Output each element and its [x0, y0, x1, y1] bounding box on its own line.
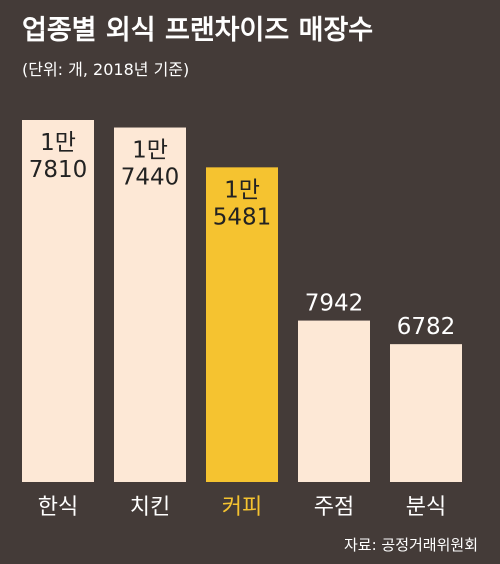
category-label-한식: 한식	[38, 495, 78, 520]
value-label-커피: 1만	[224, 177, 260, 203]
value-label-치킨: 7440	[121, 165, 180, 191]
bar-분식	[390, 344, 462, 482]
bar-한식	[22, 120, 94, 482]
value-label-커피: 5481	[213, 204, 272, 230]
bar-치킨	[114, 127, 186, 482]
value-label-한식: 7810	[29, 157, 88, 183]
bar-커피	[206, 167, 278, 483]
chart-subtitle: (단위: 개, 2018년 기준)	[22, 60, 190, 79]
value-label-한식: 1만	[40, 130, 76, 156]
source-note: 자료: 공정거래위원회	[343, 536, 478, 554]
chart-title: 업종별 외식 프랜차이즈 매장수	[22, 15, 374, 46]
value-label-치킨: 1만	[132, 138, 168, 164]
category-label-커피: 커피	[222, 495, 262, 520]
bar-주점	[298, 320, 370, 482]
value-label-주점: 7942	[305, 291, 364, 317]
value-label-분식: 6782	[397, 314, 456, 340]
category-label-치킨: 치킨	[130, 495, 170, 520]
category-label-주점: 주점	[314, 495, 354, 520]
category-label-분식: 분식	[406, 495, 446, 520]
